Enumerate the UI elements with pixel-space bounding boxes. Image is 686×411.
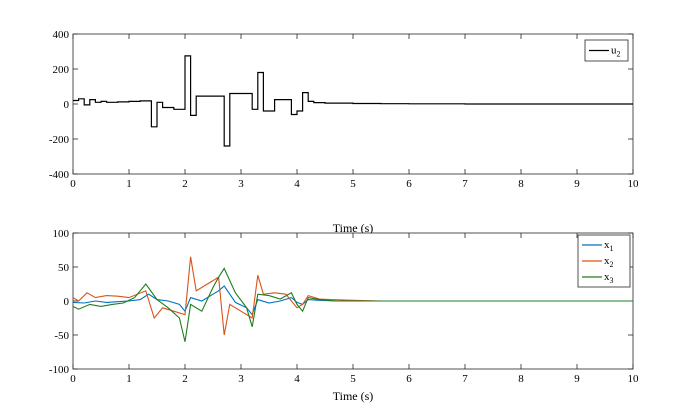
series-line-x3 [73,267,633,342]
x-tick-label: 5 [350,373,356,385]
x-tick-label: 4 [294,178,300,190]
x-tick-label: 10 [628,178,640,190]
x-tick-label: 7 [462,178,468,190]
x-tick-label: 1 [126,178,132,190]
series-line-x2 [73,256,633,336]
x-tick-label: 4 [294,373,300,385]
series-line-x1 [73,285,633,316]
x-tick-label: 8 [518,178,524,190]
y-tick-label: 0 [64,99,70,111]
y-tick-label: 50 [58,262,70,274]
y-tick-label: 400 [53,29,70,41]
x-tick-label: 0 [70,373,76,385]
x-tick-label: 2 [182,373,188,385]
y-tick-label: -200 [49,134,70,146]
x-tick-label: 1 [126,373,132,385]
series-line-u2 [73,55,633,147]
chart-bottom-states: 0 1 2 3 4 5 6 7 8 9 10 100 50 0 -50 -100 Time (s) x1 x2 x3 [49,228,639,403]
x-tick-label: 6 [406,373,412,385]
x-tick-label: 5 [350,178,356,190]
x-tick-label: 10 [628,373,640,385]
legend-label-x1: x1 [604,239,614,253]
legend-label-x2: x2 [604,255,614,269]
y-tick-label: -50 [54,330,69,342]
x-axis-label: Time (s) [333,221,374,235]
y-tick-label: 200 [53,64,70,76]
y-tick-label: 100 [53,228,70,240]
y-tick-label: -100 [49,364,70,376]
x-tick-label: 2 [182,178,188,190]
chart-top-u2: 0 1 2 3 4 5 6 7 8 9 10 400 200 0 -200 -400 Time (s) u2 [49,29,639,235]
legend-label-u2: u2 [611,45,621,59]
x-tick-label: 7 [462,373,468,385]
y-tick-label: -400 [49,169,70,181]
y-tick-label: 0 [64,296,70,308]
x-tick-label: 3 [238,178,244,190]
x-tick-label: 6 [406,178,412,190]
x-axis-label: Time (s) [333,389,374,403]
x-tick-label: 9 [574,373,580,385]
x-tick-label: 0 [70,178,76,190]
x-tick-label: 3 [238,373,244,385]
legend-label-x3: x3 [604,271,614,285]
x-tick-label: 9 [574,178,580,190]
x-tick-label: 8 [518,373,524,385]
